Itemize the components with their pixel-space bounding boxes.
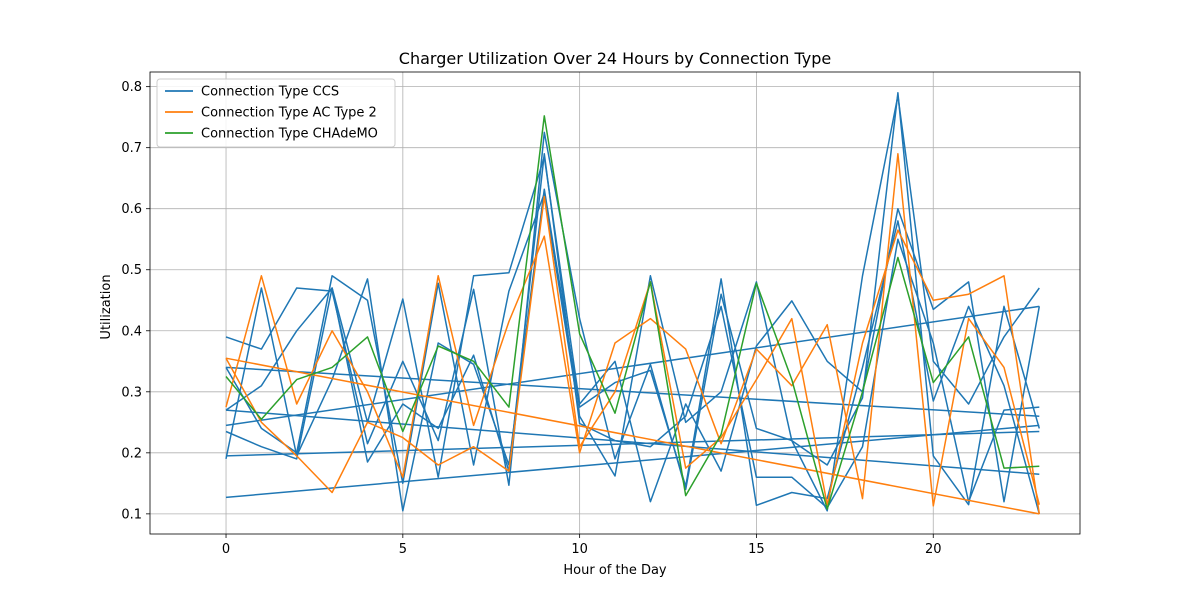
series-line-1 [225, 430, 1040, 457]
axes-frame [149, 71, 1081, 535]
series-line-1 [225, 156, 1041, 503]
legend-label: Connection Type AC Type 2 [201, 106, 377, 121]
legend-box [156, 78, 396, 148]
y-tick-label: 0.6 [121, 202, 142, 217]
x-tick-label: 20 [925, 542, 942, 557]
legend-label: Connection Type CHAdeMO [201, 127, 378, 142]
y-tick-label: 0.1 [121, 507, 142, 522]
y-tick-label: 0.3 [121, 385, 142, 400]
legend: Connection Type CCS Connection Type AC Ty… [156, 78, 396, 148]
x-axis-label: Hour of the Day [563, 563, 667, 578]
series-line-1 [225, 424, 1040, 499]
legend-label: Connection Type CCS [201, 85, 339, 100]
y-axis-label: Utilization [99, 274, 114, 339]
series-line-1 [225, 409, 1040, 475]
chart-title: Charger Utilization Over 24 Hours by Con… [399, 49, 831, 68]
series-line-2 [225, 357, 1040, 515]
y-tick-label: 0.4 [121, 324, 142, 339]
plot-area: 0 5 10 15 20 0.1 0.2 0.3 0.4 0.5 0.6 0.7 0.8 [121, 71, 1081, 557]
x-tick-label: 15 [748, 542, 765, 557]
y-tick-label: 0.5 [121, 263, 142, 278]
series-line-1 [225, 95, 1040, 512]
x-tick-label: 0 [222, 542, 230, 557]
series-line-3 [225, 115, 1040, 510]
y-tick-label: 0.8 [121, 80, 142, 95]
y-tick-label: 0.7 [121, 141, 142, 156]
series-line-2 [225, 195, 1041, 515]
y-tick-label: 0.2 [121, 446, 142, 461]
series-line-2 [225, 153, 1041, 507]
x-tick-label: 10 [571, 542, 588, 557]
x-tick-label: 5 [399, 542, 407, 557]
series-line-1 [225, 305, 1040, 427]
series-line-1 [225, 188, 1041, 515]
series-line-1 [225, 366, 1040, 417]
